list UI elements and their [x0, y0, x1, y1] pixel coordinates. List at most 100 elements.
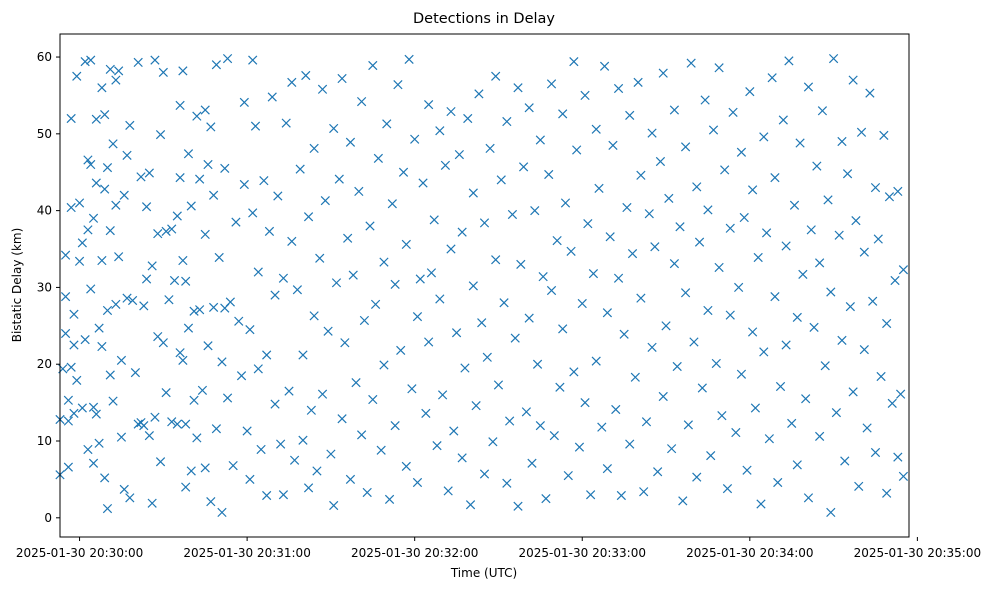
data-point — [66, 202, 76, 213]
data-point — [329, 500, 339, 511]
data-point — [714, 262, 724, 273]
data-point — [231, 217, 241, 227]
data-point — [69, 408, 79, 418]
data-point — [572, 145, 582, 155]
data-point — [343, 233, 353, 243]
data-point — [845, 301, 855, 312]
data-point — [309, 311, 319, 321]
data-point — [580, 397, 590, 408]
data-point — [278, 273, 289, 283]
data-point — [538, 272, 548, 282]
data-point — [306, 405, 316, 415]
data-point — [756, 499, 766, 509]
data-point — [178, 66, 188, 76]
data-point — [613, 273, 624, 283]
data-point — [83, 155, 93, 165]
data-point — [636, 170, 646, 180]
data-point — [773, 477, 783, 488]
data-point — [262, 350, 272, 360]
data-point — [865, 88, 875, 98]
data-point — [220, 163, 230, 174]
data-point — [412, 477, 423, 488]
data-point — [806, 225, 816, 235]
data-point — [108, 396, 118, 406]
data-point — [784, 56, 794, 66]
data-point — [507, 209, 518, 220]
data-point — [725, 223, 735, 233]
data-point — [72, 71, 82, 81]
data-point — [259, 176, 269, 186]
data-point — [390, 279, 400, 289]
data-point — [379, 360, 389, 370]
data-point — [236, 371, 247, 381]
data-point — [840, 456, 850, 466]
data-point — [513, 501, 523, 511]
data-point — [105, 370, 115, 380]
data-point — [105, 225, 115, 236]
data-point — [541, 493, 551, 504]
data-point — [317, 84, 328, 94]
data-point — [616, 490, 626, 501]
data-point — [574, 442, 585, 452]
data-point — [613, 83, 624, 94]
data-point — [672, 361, 682, 372]
data-point — [890, 275, 900, 286]
data-point — [750, 403, 761, 413]
data-point — [153, 229, 163, 239]
data-point — [253, 267, 263, 277]
data-point — [183, 149, 194, 159]
data-point — [225, 297, 235, 307]
data-point — [186, 466, 196, 476]
data-point — [144, 168, 154, 178]
data-point — [167, 417, 177, 427]
data-point — [114, 66, 124, 76]
data-point — [108, 139, 118, 149]
data-point — [859, 247, 869, 257]
data-point — [482, 352, 492, 362]
data-point — [449, 426, 459, 436]
data-point — [127, 295, 138, 306]
data-point — [63, 395, 74, 405]
data-point — [133, 57, 143, 68]
data-point — [792, 312, 802, 322]
data-point — [130, 368, 141, 378]
data-point — [125, 120, 135, 131]
data-point — [284, 386, 294, 396]
data-point — [424, 100, 434, 110]
data-point — [569, 367, 579, 377]
data-point — [686, 58, 696, 68]
data-point — [496, 175, 506, 185]
data-point — [815, 431, 825, 442]
data-point — [181, 276, 191, 286]
data-point — [368, 394, 378, 405]
data-point — [60, 292, 71, 302]
data-point — [680, 288, 691, 298]
data-point — [69, 309, 79, 319]
data-point — [761, 228, 772, 238]
plot-frame — [59, 33, 910, 538]
data-point — [354, 186, 364, 197]
data-point — [530, 206, 540, 216]
data-point — [326, 449, 336, 459]
data-point — [169, 275, 180, 286]
data-point — [158, 67, 168, 78]
data-point — [329, 123, 339, 134]
data-point — [720, 165, 730, 175]
data-point — [147, 261, 157, 271]
data-point — [384, 494, 395, 504]
data-point — [376, 445, 386, 455]
data-point — [658, 391, 668, 402]
data-point — [703, 205, 713, 215]
data-point — [443, 486, 453, 496]
data-point — [150, 412, 160, 422]
data-point — [828, 53, 839, 64]
data-point — [136, 172, 146, 182]
data-point — [823, 195, 833, 205]
data-point — [345, 474, 356, 485]
data-point — [105, 64, 115, 74]
data-point — [759, 132, 769, 142]
data-point — [893, 452, 903, 462]
data-point — [658, 68, 668, 78]
data-point — [697, 383, 707, 393]
data-point — [759, 347, 769, 357]
